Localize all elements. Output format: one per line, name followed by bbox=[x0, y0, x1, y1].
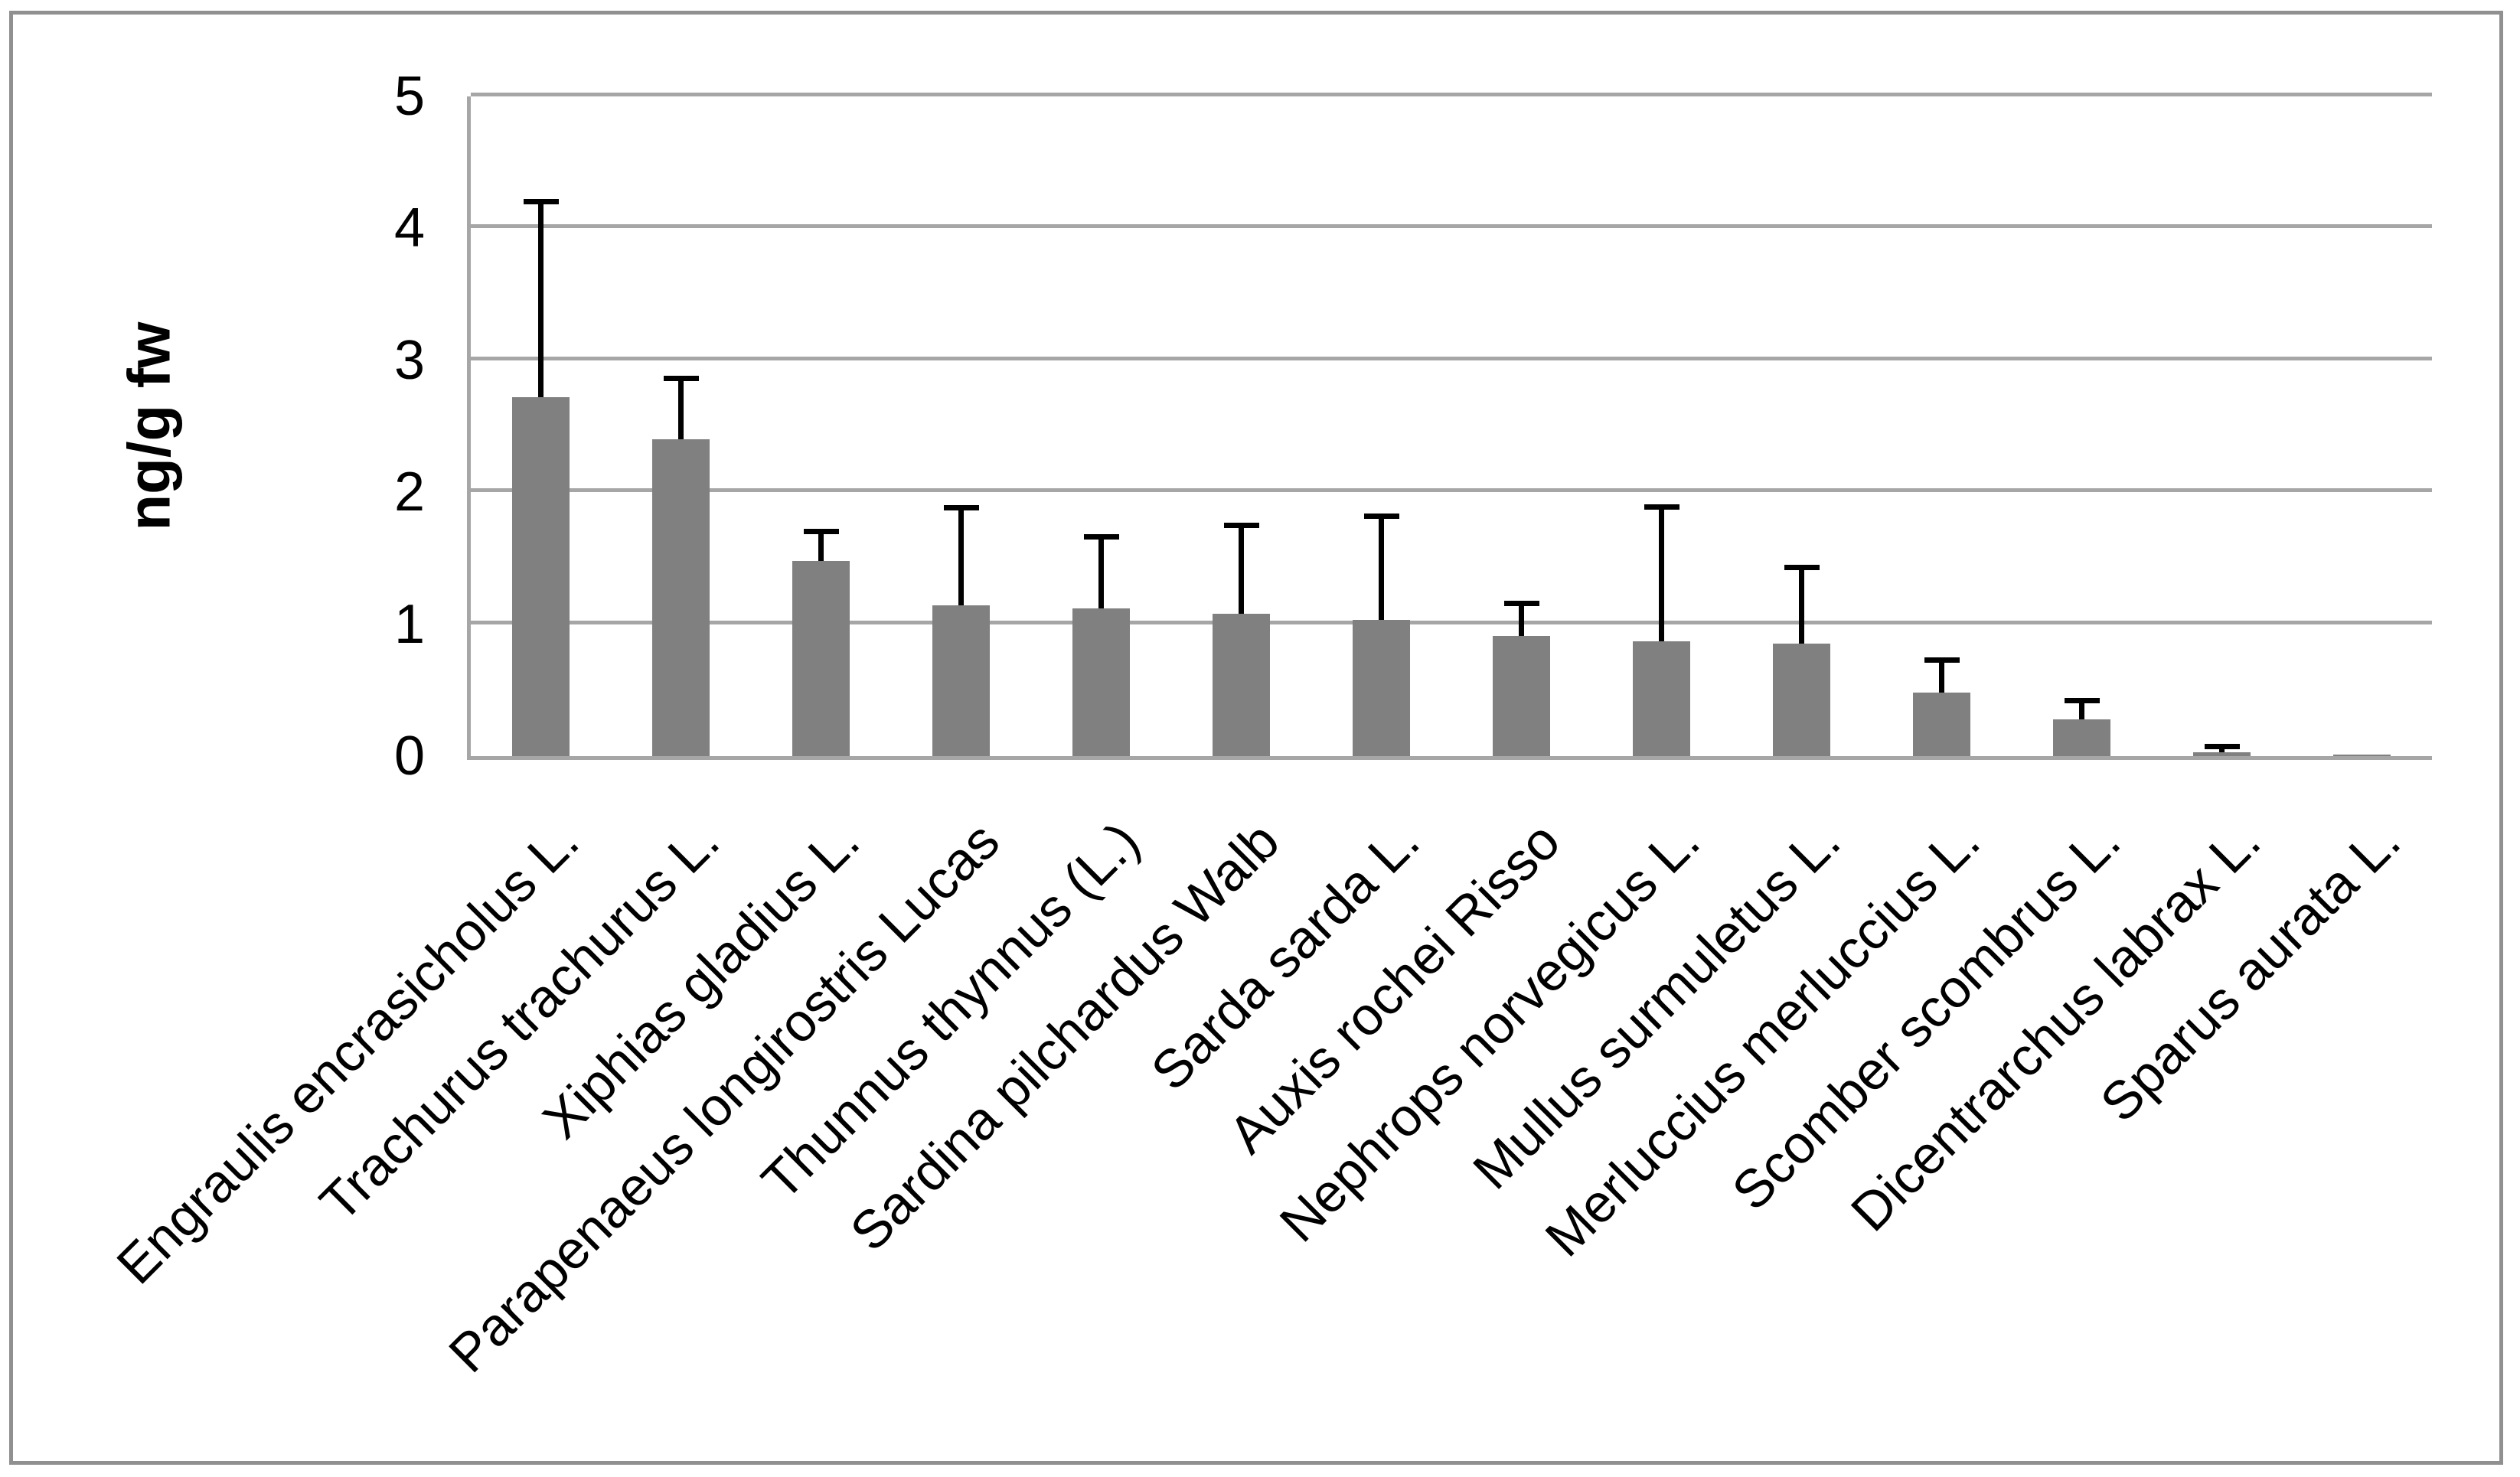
error-bar-line-11 bbox=[1939, 660, 1944, 693]
bar-5 bbox=[1072, 608, 1130, 756]
error-bar-line-2 bbox=[678, 378, 684, 440]
bar-6 bbox=[1213, 613, 1270, 756]
error-bar-line-3 bbox=[818, 531, 824, 561]
gridline-1 bbox=[471, 620, 2432, 624]
y-tick-label-1: 1 bbox=[393, 593, 425, 655]
figure-border bbox=[9, 11, 2503, 1465]
bar-14 bbox=[2333, 755, 2391, 756]
error-bar-cap-10 bbox=[1784, 564, 1820, 570]
y-axis-line bbox=[467, 96, 471, 760]
bar-2 bbox=[652, 439, 710, 756]
gridline-3 bbox=[471, 356, 2432, 360]
error-bar-line-9 bbox=[1659, 507, 1664, 642]
y-tick-label-3: 3 bbox=[393, 329, 425, 391]
gridline-5 bbox=[471, 93, 2432, 96]
error-bar-cap-6 bbox=[1223, 522, 1259, 528]
error-bar-cap-9 bbox=[1644, 504, 1679, 510]
error-bar-line-1 bbox=[538, 201, 543, 398]
error-bar-cap-13 bbox=[2204, 744, 2240, 750]
error-bar-cap-5 bbox=[1083, 534, 1119, 540]
bar-9 bbox=[1633, 641, 1690, 756]
bar-10 bbox=[1773, 644, 1830, 756]
error-bar-cap-8 bbox=[1503, 600, 1539, 606]
y-tick-label-4: 4 bbox=[393, 197, 425, 259]
y-tick-label-5: 5 bbox=[393, 66, 425, 127]
gridline-2 bbox=[471, 488, 2432, 493]
error-bar-cap-1 bbox=[523, 199, 559, 205]
error-bar-line-4 bbox=[958, 507, 964, 606]
bar-1 bbox=[512, 397, 570, 756]
error-bar-line-5 bbox=[1098, 536, 1104, 608]
bar-12 bbox=[2053, 719, 2110, 756]
error-bar-line-7 bbox=[1379, 516, 1384, 621]
bar-13 bbox=[2193, 752, 2251, 756]
error-bar-cap-12 bbox=[2064, 698, 2100, 704]
error-bar-line-8 bbox=[1519, 603, 1524, 637]
error-bar-cap-4 bbox=[943, 505, 979, 511]
gridline-4 bbox=[471, 224, 2432, 229]
bar-8 bbox=[1493, 636, 1550, 756]
error-bar-line-6 bbox=[1239, 525, 1244, 614]
error-bar-line-10 bbox=[1799, 567, 1804, 644]
error-bar-cap-7 bbox=[1363, 513, 1399, 519]
y-tick-label-2: 2 bbox=[393, 461, 425, 523]
error-bar-line-12 bbox=[2079, 700, 2084, 719]
error-bar-cap-11 bbox=[1924, 657, 1960, 663]
bar-11 bbox=[1913, 693, 1970, 756]
plot-area bbox=[467, 93, 2432, 760]
y-axis-title: ng/g fw bbox=[115, 321, 183, 531]
bar-4 bbox=[932, 605, 990, 756]
bar-3 bbox=[792, 560, 850, 756]
error-bar-cap-3 bbox=[803, 529, 839, 535]
error-bar-cap-2 bbox=[663, 376, 699, 382]
gridline-0 bbox=[471, 756, 2432, 760]
bar-7 bbox=[1353, 620, 1410, 756]
y-tick-label-0: 0 bbox=[393, 725, 425, 787]
